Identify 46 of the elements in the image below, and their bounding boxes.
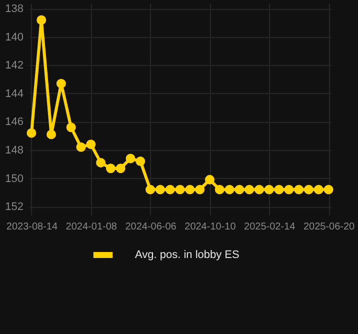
point	[284, 184, 294, 194]
y-tick-label: 140	[5, 31, 24, 44]
point	[185, 184, 195, 194]
point	[204, 174, 214, 184]
point	[175, 184, 185, 194]
x-tick-label: 2023-08-14	[6, 222, 58, 232]
point	[155, 184, 165, 194]
point	[294, 184, 304, 194]
y-tick-label: 138	[5, 3, 24, 16]
y-tick-label: 150	[5, 172, 24, 185]
point	[36, 15, 46, 25]
y-tick-label: 146	[5, 116, 24, 128]
legend-label: Avg. pos. in lobby ES	[135, 249, 240, 261]
x-tick-label: 2024-01-08	[66, 222, 118, 232]
point	[56, 78, 66, 88]
point	[244, 184, 254, 194]
point	[214, 184, 224, 194]
point	[46, 130, 56, 140]
x-tick-label: 2025-06-20	[303, 222, 356, 232]
y-tick-label: 152	[5, 201, 24, 214]
point	[66, 122, 76, 132]
point	[116, 164, 126, 174]
point	[106, 164, 116, 174]
point	[195, 184, 205, 194]
y-tick-label: 148	[5, 144, 24, 156]
point	[76, 142, 86, 152]
point	[146, 184, 156, 194]
x-tick-label: 2024-06-06	[125, 222, 177, 232]
point	[136, 156, 146, 166]
point	[234, 184, 244, 194]
point	[304, 184, 314, 194]
point	[314, 184, 324, 194]
point	[224, 184, 234, 194]
y-tick-label: 142	[5, 60, 24, 72]
x-tick-label: 2024-10-10	[184, 222, 236, 232]
point	[254, 184, 264, 194]
point	[324, 184, 334, 194]
point	[274, 184, 284, 194]
point	[26, 128, 36, 138]
x-tick-label: 2025-02-14	[244, 222, 296, 232]
point	[126, 154, 136, 164]
point	[165, 184, 175, 194]
point	[264, 184, 274, 194]
y-tick-label: 144	[5, 88, 24, 100]
point	[86, 140, 96, 150]
point	[96, 158, 106, 168]
